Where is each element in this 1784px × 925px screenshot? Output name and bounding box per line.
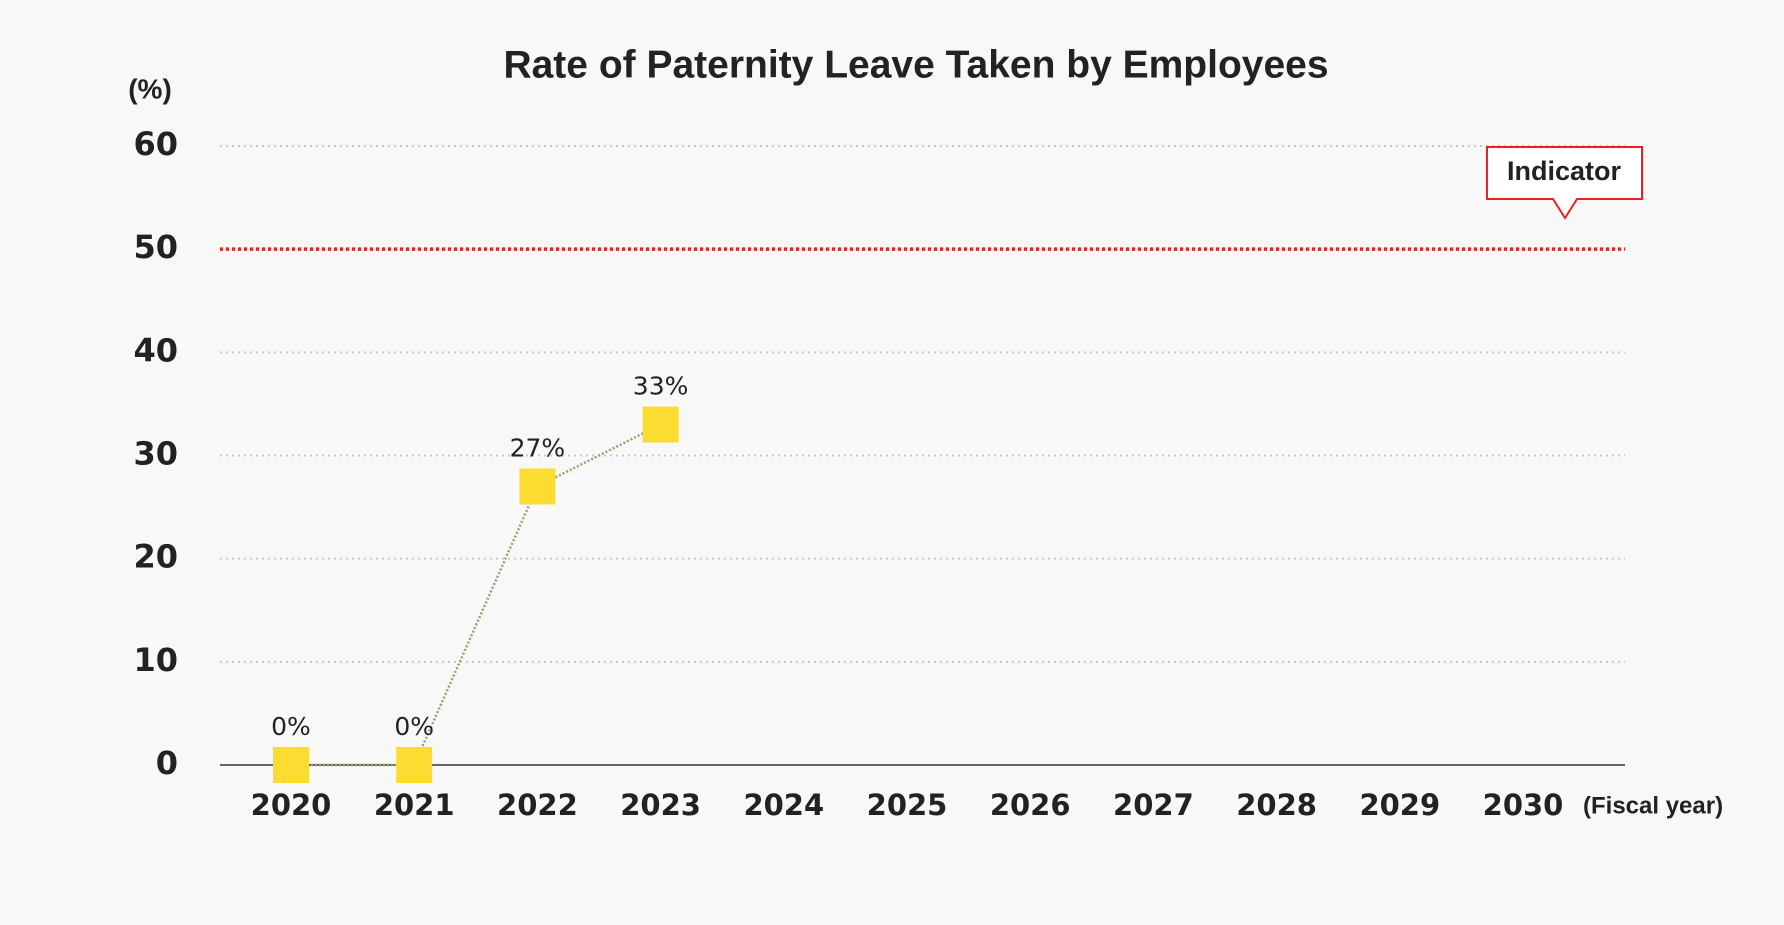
- indicator-callout: [1486, 146, 1643, 220]
- y-tick-label: 30: [133, 435, 178, 473]
- series-line: [291, 423, 662, 767]
- y-tick-label: 0: [156, 744, 178, 782]
- y-tick-label: 50: [133, 228, 178, 266]
- indicator-label: Indicator: [1507, 156, 1622, 186]
- point-marker: [396, 747, 433, 783]
- y-axis-label: (%): [128, 73, 172, 104]
- y-tick-label: 10: [133, 641, 178, 679]
- x-axis-label: (Fiscal year): [1583, 792, 1723, 819]
- x-tick-label: 2020: [251, 788, 332, 822]
- point-marker: [519, 468, 556, 505]
- x-tick-label: 2027: [1113, 788, 1194, 822]
- chart-title: Rate of Paternity Leave Taken by Employe…: [503, 43, 1328, 86]
- y-tick-label: 20: [133, 538, 178, 576]
- data-label: 0%: [394, 712, 434, 741]
- x-tick-label: 2023: [620, 788, 701, 822]
- y-tick-label: 60: [133, 125, 178, 163]
- point-marker: [642, 406, 679, 443]
- data-label: 27%: [510, 433, 566, 462]
- data-label: 0%: [271, 712, 311, 741]
- point-marker: [273, 747, 309, 783]
- y-tick-label: 40: [133, 331, 178, 369]
- x-tick-label: 2022: [497, 788, 578, 822]
- x-tick-label: 2029: [1359, 788, 1440, 822]
- x-tick-label: 2024: [743, 788, 824, 822]
- data-label: 33%: [633, 372, 689, 401]
- x-tick-label: 2021: [374, 788, 455, 822]
- x-tick-label: 2028: [1236, 788, 1317, 822]
- x-tick-label: 2030: [1483, 788, 1564, 822]
- x-tick-label: 2025: [867, 788, 948, 822]
- x-tick-label: 2026: [990, 788, 1071, 822]
